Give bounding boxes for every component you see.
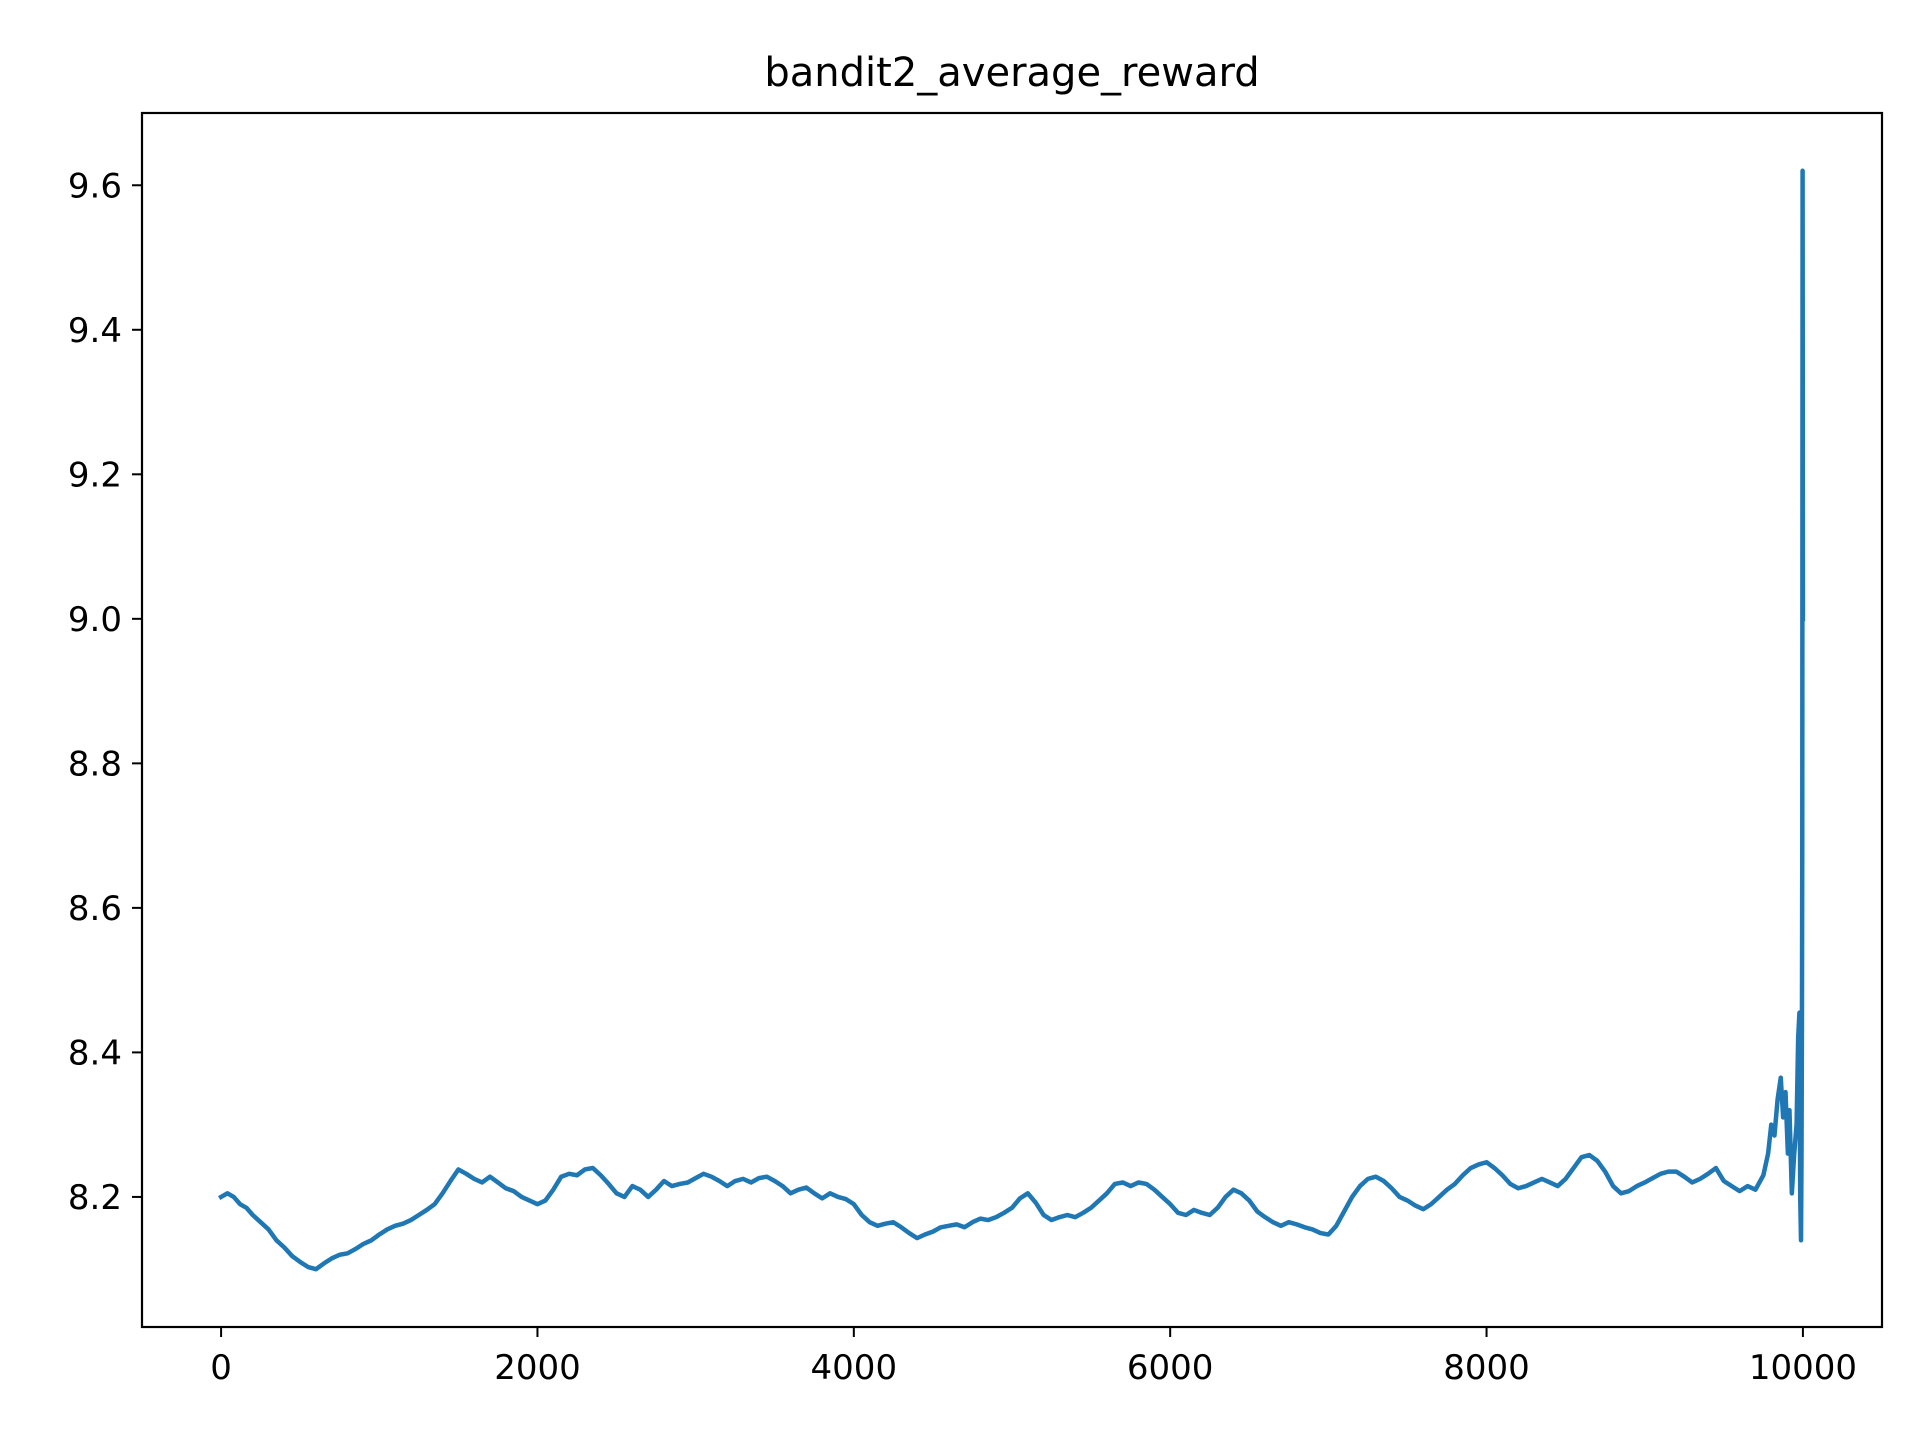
x-axis: 0 2000 4000 6000 8000 10000 xyxy=(210,1327,1857,1388)
plot-area xyxy=(218,168,1806,1272)
x-tick-label: 0 xyxy=(210,1348,232,1388)
series-line xyxy=(218,168,1806,1272)
y-tick-label: 8.6 xyxy=(68,889,122,929)
y-tick-label: 9.6 xyxy=(68,166,122,206)
y-axis: 8.2 8.4 8.6 8.8 9.0 9.2 9.4 9.6 xyxy=(68,166,142,1218)
x-tick-label: 4000 xyxy=(811,1348,898,1388)
y-tick-label: 9.2 xyxy=(68,455,122,495)
x-tick-label: 8000 xyxy=(1443,1348,1530,1388)
x-tick-label: 6000 xyxy=(1127,1348,1214,1388)
chart-title: bandit2_average_reward xyxy=(764,50,1259,96)
y-tick-label: 8.4 xyxy=(68,1033,122,1073)
x-tick-label: 2000 xyxy=(494,1348,581,1388)
y-tick-label: 9.0 xyxy=(68,600,122,640)
plot-frame xyxy=(140,111,1884,1329)
y-tick-label: 9.4 xyxy=(68,311,122,351)
y-tick-label: 8.8 xyxy=(68,744,122,784)
y-tick-label: 8.2 xyxy=(68,1178,122,1218)
x-tick-label: 10000 xyxy=(1749,1348,1857,1388)
